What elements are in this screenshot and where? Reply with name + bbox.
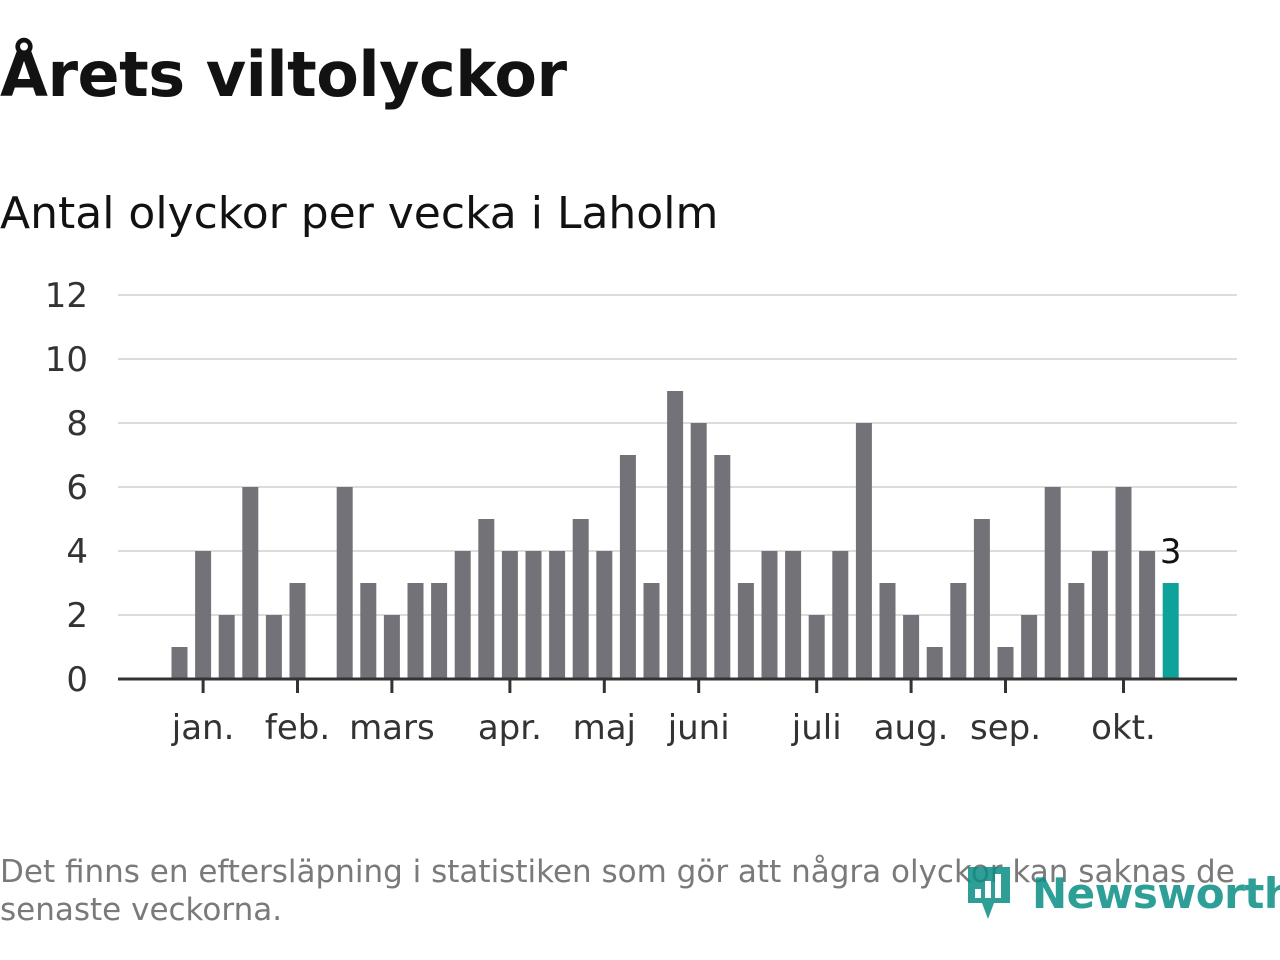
y-tick-label: 2 xyxy=(66,596,88,636)
x-axis-ticks xyxy=(201,679,1125,693)
bar xyxy=(1044,487,1061,679)
bar xyxy=(407,583,424,679)
bar xyxy=(360,583,377,679)
bar xyxy=(289,583,306,679)
bar xyxy=(572,519,589,679)
bar xyxy=(643,583,660,679)
y-tick-label: 10 xyxy=(45,340,88,380)
bar xyxy=(737,583,754,679)
brand-logo: Newsworthy xyxy=(964,860,1280,926)
x-tick-label: apr. xyxy=(478,708,542,748)
y-tick-label: 0 xyxy=(66,660,88,700)
bar-highlighted xyxy=(1162,583,1179,679)
bar xyxy=(596,551,613,679)
bar xyxy=(454,551,471,679)
bar xyxy=(903,615,920,679)
bar xyxy=(950,583,967,679)
bar xyxy=(690,423,707,679)
footnote: Det finns en eftersläpning i statistiken… xyxy=(0,854,1235,928)
x-axis-labels: jan. feb. mars apr. maj juni juli aug. sep. okt. xyxy=(171,708,1156,748)
bar xyxy=(1068,583,1085,679)
bars xyxy=(171,391,1179,679)
chart-subtitle: Antal olyckor per vecka i Laholm xyxy=(0,188,719,239)
bar xyxy=(619,455,636,679)
y-tick-label: 8 xyxy=(66,404,88,444)
bar xyxy=(785,551,802,679)
bar xyxy=(1021,615,1038,679)
bar xyxy=(855,423,872,679)
y-tick-label: 6 xyxy=(66,468,88,508)
bar xyxy=(997,647,1014,679)
bar xyxy=(265,615,282,679)
bar xyxy=(336,487,353,679)
x-tick-label: juni xyxy=(667,708,730,748)
bar xyxy=(714,455,731,679)
page-title: Årets viltolyckor xyxy=(0,38,567,111)
newsworthy-logo-icon xyxy=(964,859,1014,927)
x-tick-label: jan. xyxy=(171,708,235,748)
bar xyxy=(171,647,188,679)
bar xyxy=(973,519,990,679)
bar xyxy=(1091,551,1108,679)
bar xyxy=(808,615,825,679)
bar xyxy=(667,391,684,679)
y-tick-label: 4 xyxy=(66,532,88,572)
bar xyxy=(242,487,259,679)
bar xyxy=(832,551,849,679)
x-tick-label: maj xyxy=(573,708,636,748)
bar xyxy=(478,519,495,679)
bar xyxy=(1139,551,1156,679)
bar xyxy=(501,551,518,679)
y-tick-label: 12 xyxy=(45,276,88,316)
bar xyxy=(431,583,448,679)
x-tick-label: sep. xyxy=(970,708,1041,748)
x-tick-label: feb. xyxy=(265,708,330,748)
last-bar-value-label: 3 xyxy=(1160,532,1182,572)
bar xyxy=(218,615,235,679)
x-tick-label: okt. xyxy=(1091,708,1156,748)
x-tick-label: mars xyxy=(349,708,435,748)
bar xyxy=(383,615,400,679)
x-tick-label: juli xyxy=(791,708,842,748)
brand-name: Newsworthy xyxy=(1032,868,1280,918)
bar xyxy=(761,551,778,679)
x-tick-label: aug. xyxy=(874,708,949,748)
bar xyxy=(879,583,896,679)
bar xyxy=(1115,487,1132,679)
bar xyxy=(525,551,542,679)
bar xyxy=(926,647,943,679)
bar xyxy=(549,551,566,679)
bar xyxy=(195,551,212,679)
y-axis-labels: 0 2 4 6 8 10 12 xyxy=(45,276,88,700)
